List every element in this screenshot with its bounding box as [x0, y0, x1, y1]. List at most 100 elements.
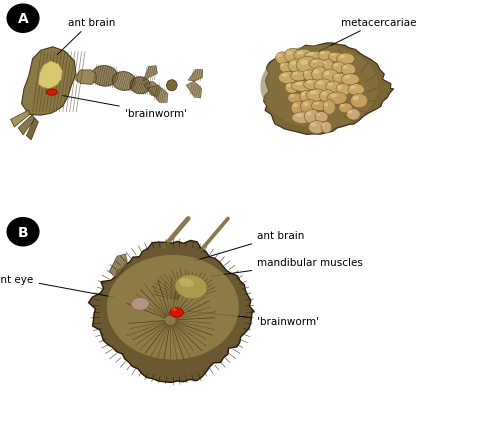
Ellipse shape [341, 75, 360, 86]
Ellipse shape [308, 53, 314, 56]
Ellipse shape [309, 60, 326, 70]
Ellipse shape [112, 72, 135, 91]
Ellipse shape [310, 92, 317, 95]
Ellipse shape [317, 82, 324, 85]
Circle shape [7, 5, 39, 33]
Polygon shape [38, 62, 62, 89]
Ellipse shape [172, 308, 177, 311]
Ellipse shape [322, 70, 338, 83]
Ellipse shape [285, 83, 299, 94]
Polygon shape [89, 241, 254, 383]
Ellipse shape [297, 52, 303, 55]
Ellipse shape [328, 53, 344, 63]
Text: mandibular muscles: mandibular muscles [212, 258, 363, 276]
Ellipse shape [292, 72, 298, 76]
Ellipse shape [304, 72, 308, 75]
Ellipse shape [339, 104, 352, 114]
Ellipse shape [311, 123, 316, 127]
Ellipse shape [306, 81, 313, 84]
Ellipse shape [179, 279, 193, 287]
Ellipse shape [314, 80, 333, 92]
Ellipse shape [131, 298, 149, 311]
Polygon shape [26, 118, 38, 141]
Ellipse shape [304, 110, 320, 124]
Ellipse shape [332, 63, 346, 74]
Ellipse shape [291, 82, 313, 92]
Ellipse shape [304, 52, 324, 62]
Ellipse shape [316, 113, 321, 117]
Ellipse shape [295, 83, 303, 86]
Ellipse shape [327, 93, 347, 105]
Ellipse shape [276, 55, 281, 58]
Ellipse shape [334, 75, 339, 78]
Ellipse shape [347, 109, 360, 121]
Ellipse shape [291, 102, 306, 115]
Ellipse shape [284, 49, 301, 63]
Ellipse shape [350, 86, 356, 89]
Ellipse shape [343, 66, 348, 69]
Polygon shape [109, 254, 127, 278]
Ellipse shape [303, 70, 315, 81]
Ellipse shape [312, 67, 328, 83]
Polygon shape [144, 82, 161, 98]
Ellipse shape [289, 95, 294, 98]
Text: B: B [18, 225, 28, 239]
Polygon shape [148, 86, 168, 103]
Ellipse shape [318, 51, 333, 61]
Ellipse shape [286, 84, 291, 88]
Ellipse shape [288, 60, 305, 73]
Ellipse shape [300, 93, 305, 96]
Ellipse shape [278, 72, 298, 84]
Ellipse shape [327, 83, 333, 87]
Text: ant eye: ant eye [0, 274, 115, 298]
Ellipse shape [288, 94, 303, 104]
Polygon shape [264, 44, 394, 135]
Ellipse shape [344, 76, 350, 79]
Ellipse shape [167, 81, 177, 92]
Polygon shape [11, 111, 30, 128]
Text: ant brain: ant brain [195, 231, 304, 261]
Ellipse shape [323, 62, 327, 65]
Ellipse shape [287, 52, 292, 56]
Text: ant brain: ant brain [57, 18, 115, 55]
Polygon shape [18, 115, 35, 135]
Text: A: A [18, 12, 28, 26]
Ellipse shape [130, 78, 150, 95]
Ellipse shape [300, 60, 308, 66]
Ellipse shape [333, 64, 338, 67]
Ellipse shape [319, 90, 336, 103]
Ellipse shape [295, 114, 303, 118]
Ellipse shape [339, 55, 346, 59]
Polygon shape [143, 66, 157, 82]
Ellipse shape [324, 103, 328, 107]
Ellipse shape [323, 60, 334, 72]
Ellipse shape [323, 101, 336, 115]
Ellipse shape [107, 255, 239, 360]
Ellipse shape [261, 46, 378, 129]
Ellipse shape [300, 91, 312, 103]
Circle shape [7, 218, 39, 246]
Ellipse shape [47, 90, 57, 96]
Ellipse shape [353, 97, 359, 101]
Ellipse shape [309, 121, 325, 134]
Ellipse shape [350, 94, 368, 109]
Ellipse shape [330, 95, 337, 98]
Polygon shape [188, 70, 203, 82]
Text: 'brainworm': 'brainworm' [188, 311, 319, 327]
Ellipse shape [170, 308, 183, 317]
Ellipse shape [281, 74, 288, 78]
Ellipse shape [294, 50, 313, 63]
Ellipse shape [292, 104, 298, 108]
Ellipse shape [296, 57, 318, 74]
Ellipse shape [348, 111, 352, 114]
Ellipse shape [312, 60, 317, 64]
Ellipse shape [175, 275, 207, 299]
Ellipse shape [330, 54, 336, 57]
Ellipse shape [292, 112, 313, 124]
Text: metacercariae: metacercariae [319, 18, 416, 52]
Ellipse shape [340, 105, 345, 107]
Ellipse shape [306, 90, 327, 102]
Ellipse shape [313, 103, 319, 105]
Ellipse shape [276, 53, 289, 65]
Ellipse shape [290, 62, 296, 66]
